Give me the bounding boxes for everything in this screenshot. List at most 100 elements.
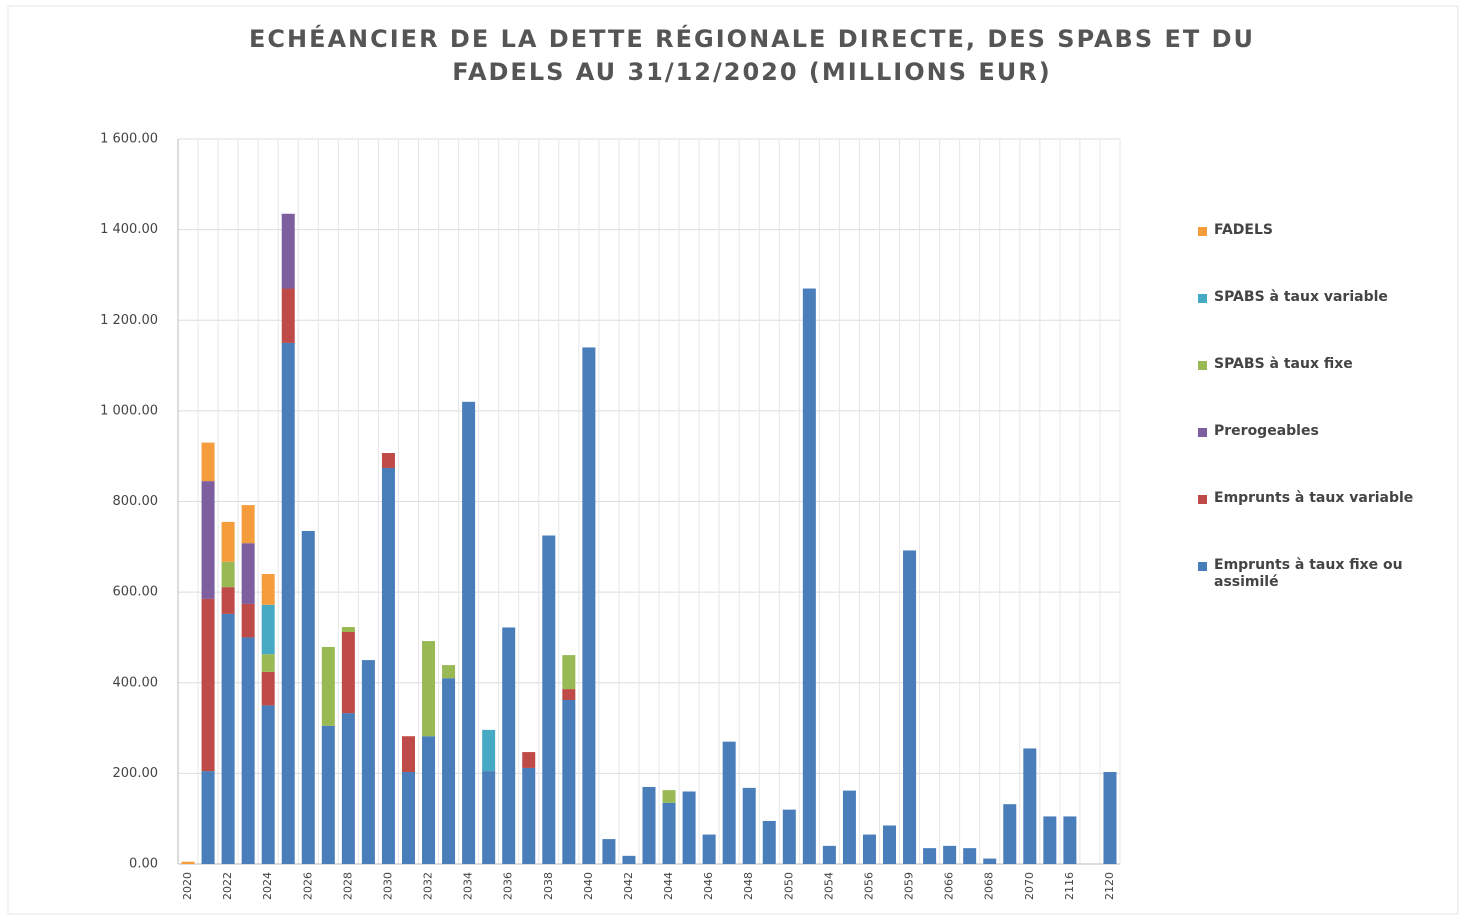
- bar-segment: [842, 790, 856, 864]
- chart-title: ECHÉANCIER DE LA DETTE RÉGIONALE DIRECTE…: [249, 24, 1255, 53]
- x-tick-label: 2026: [301, 872, 314, 900]
- x-tick-label: 2066: [943, 872, 956, 900]
- x-tick-label: 2040: [582, 872, 595, 900]
- x-tick-label: 2022: [221, 872, 234, 900]
- bar-segment: [422, 736, 436, 864]
- y-tick-label: 800.00: [113, 494, 159, 509]
- legend-swatch: [1198, 361, 1207, 370]
- bar-segment: [442, 678, 456, 864]
- y-tick-label: 600.00: [113, 585, 159, 600]
- bar-segment: [562, 655, 576, 690]
- x-tick-label: 2044: [662, 872, 675, 900]
- legend-swatch: [1198, 428, 1207, 437]
- bar-segment: [241, 505, 255, 544]
- bar-segment: [241, 543, 255, 604]
- bar-segment: [341, 713, 355, 864]
- x-tick-label: 2054: [822, 872, 835, 900]
- x-tick-label: 2059: [903, 872, 916, 900]
- x-tick-label: 2032: [422, 872, 435, 900]
- bar-segment: [201, 481, 215, 599]
- bar-segment: [482, 771, 496, 864]
- legend-item: Emprunts à taux fixe ou assimilé: [1196, 557, 1456, 624]
- bar-segment: [341, 627, 355, 632]
- legend-swatch: [1198, 562, 1207, 571]
- bar-segment: [261, 705, 275, 864]
- bar-segment: [381, 453, 395, 468]
- y-tick-label: 1 000.00: [100, 403, 158, 418]
- bar-segment: [582, 347, 596, 864]
- bar-segment: [542, 535, 556, 864]
- bar-segment: [983, 858, 997, 864]
- y-tick-label: 400.00: [113, 675, 159, 690]
- bar-segment: [883, 825, 897, 864]
- legend-item: SPABS à taux fixe: [1196, 356, 1456, 423]
- bar-segment: [201, 598, 215, 772]
- bar-segment: [401, 736, 415, 773]
- bar-segment: [682, 791, 696, 864]
- bar-segment: [221, 613, 235, 864]
- legend-swatch: [1198, 227, 1207, 236]
- bar-segment: [201, 771, 215, 864]
- bar-segment: [602, 839, 616, 864]
- bar-segment: [201, 442, 215, 482]
- bar-segment: [221, 561, 235, 588]
- legend-label: Prerogeables: [1214, 423, 1319, 439]
- bar-segment: [281, 288, 295, 343]
- x-tick-label: 2020: [181, 872, 194, 900]
- bar-segment: [502, 627, 516, 864]
- legend-label: SPABS à taux variable: [1214, 289, 1388, 305]
- bar-segment: [562, 699, 576, 864]
- bar-segment: [321, 725, 335, 864]
- x-tick-label: 2056: [862, 872, 875, 900]
- x-tick-label: 2024: [261, 872, 274, 900]
- legend-swatch: [1198, 495, 1207, 504]
- bar-segment: [862, 834, 876, 864]
- bar-segment: [943, 845, 957, 864]
- bar-segment: [361, 660, 375, 864]
- bar-segment: [1003, 804, 1017, 864]
- x-tick-label: 2046: [702, 872, 715, 900]
- bar-segment: [381, 467, 395, 864]
- bar-segment: [261, 574, 275, 605]
- bar-segment: [963, 848, 977, 864]
- x-tick-label: 2042: [622, 872, 635, 900]
- bar-segment: [341, 632, 355, 714]
- bar-segment: [181, 861, 195, 864]
- x-tick-label: 2048: [742, 872, 755, 900]
- bar-segment: [241, 603, 255, 638]
- bar-segment: [301, 530, 315, 864]
- x-tick-label: 2028: [341, 872, 354, 900]
- bar-segment: [261, 671, 275, 706]
- y-tick-label: 1 200.00: [100, 313, 158, 328]
- y-tick-label: 200.00: [113, 766, 159, 781]
- x-tick-label: 2036: [502, 872, 515, 900]
- bar-segment: [1103, 772, 1117, 864]
- bar-segment: [281, 213, 295, 289]
- bar-segment: [1023, 748, 1037, 864]
- legend: FADELS SPABS à taux variable SPABS à taux …: [1196, 222, 1456, 624]
- bar-segment: [321, 646, 335, 726]
- chart-title: FADELS AU 31/12/2020 (MILLIONS EUR): [452, 58, 1051, 86]
- legend-label: SPABS à taux fixe: [1214, 356, 1353, 372]
- x-tick-label: 2116: [1063, 872, 1076, 900]
- bar-segment: [642, 786, 656, 864]
- x-tick-label: 2050: [782, 872, 795, 900]
- x-tick-label: 2068: [983, 872, 996, 900]
- x-tick-label: 2038: [542, 872, 555, 900]
- bar-segment: [822, 845, 836, 864]
- bar-segment: [903, 550, 917, 864]
- legend-item: Emprunts à taux variable: [1196, 490, 1456, 557]
- bar-segment: [522, 752, 536, 768]
- bar-segment: [1043, 816, 1057, 864]
- bar-segment: [742, 787, 756, 864]
- bar-segment: [261, 654, 275, 672]
- bar-segment: [281, 342, 295, 864]
- y-tick-label: 1 600.00: [100, 132, 158, 147]
- bar-segment: [522, 767, 536, 864]
- bar-segment: [662, 802, 676, 864]
- legend-item: FADELS: [1196, 222, 1456, 289]
- y-tick-label: 1 400.00: [100, 222, 158, 237]
- bar-segment: [422, 641, 436, 737]
- legend-item: Prerogeables: [1196, 423, 1456, 490]
